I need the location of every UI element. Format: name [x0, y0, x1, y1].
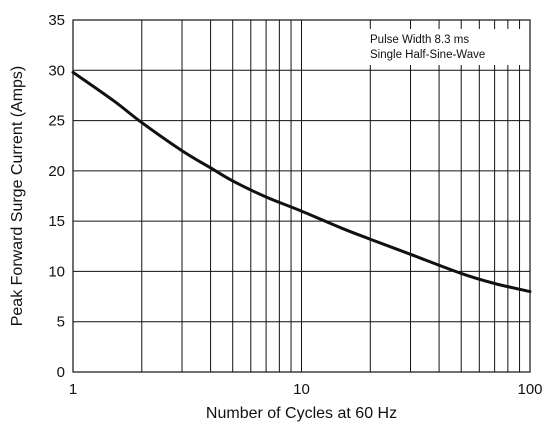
x-tick-labels: 1 10 100 [69, 381, 543, 398]
surge-curve-line [71, 70, 532, 294]
grid [73, 20, 530, 372]
y-tick-labels: 0 5 10 15 20 25 30 35 [48, 12, 65, 381]
x-axis-title: Number of Cycles at 60 Hz [206, 405, 397, 422]
x-tick-label: 1 [69, 381, 77, 398]
y-tick-label: 0 [57, 364, 65, 381]
y-axis-title: Peak Forward Surge Current (Amps) [9, 66, 26, 327]
y-tick-label: 35 [48, 12, 65, 29]
y-tick-label: 20 [48, 163, 65, 180]
y-tick-label: 30 [48, 62, 65, 79]
annotation-box: Pulse Width 8.3 ms Single Half-Sine-Wave [363, 29, 523, 65]
x-tick-label: 10 [293, 381, 310, 398]
x-tick-label: 100 [517, 381, 542, 398]
annotation-pulse-width: Pulse Width 8.3 ms [370, 34, 469, 46]
series-layer [71, 70, 532, 294]
y-tick-label: 25 [48, 113, 65, 130]
y-tick-label: 5 [57, 314, 65, 331]
plot-frame [72, 19, 531, 373]
annotation-background [363, 29, 523, 65]
annotation-waveform: Single Half-Sine-Wave [370, 49, 485, 61]
y-tick-label: 15 [48, 213, 65, 230]
y-tick-label: 10 [48, 263, 65, 280]
